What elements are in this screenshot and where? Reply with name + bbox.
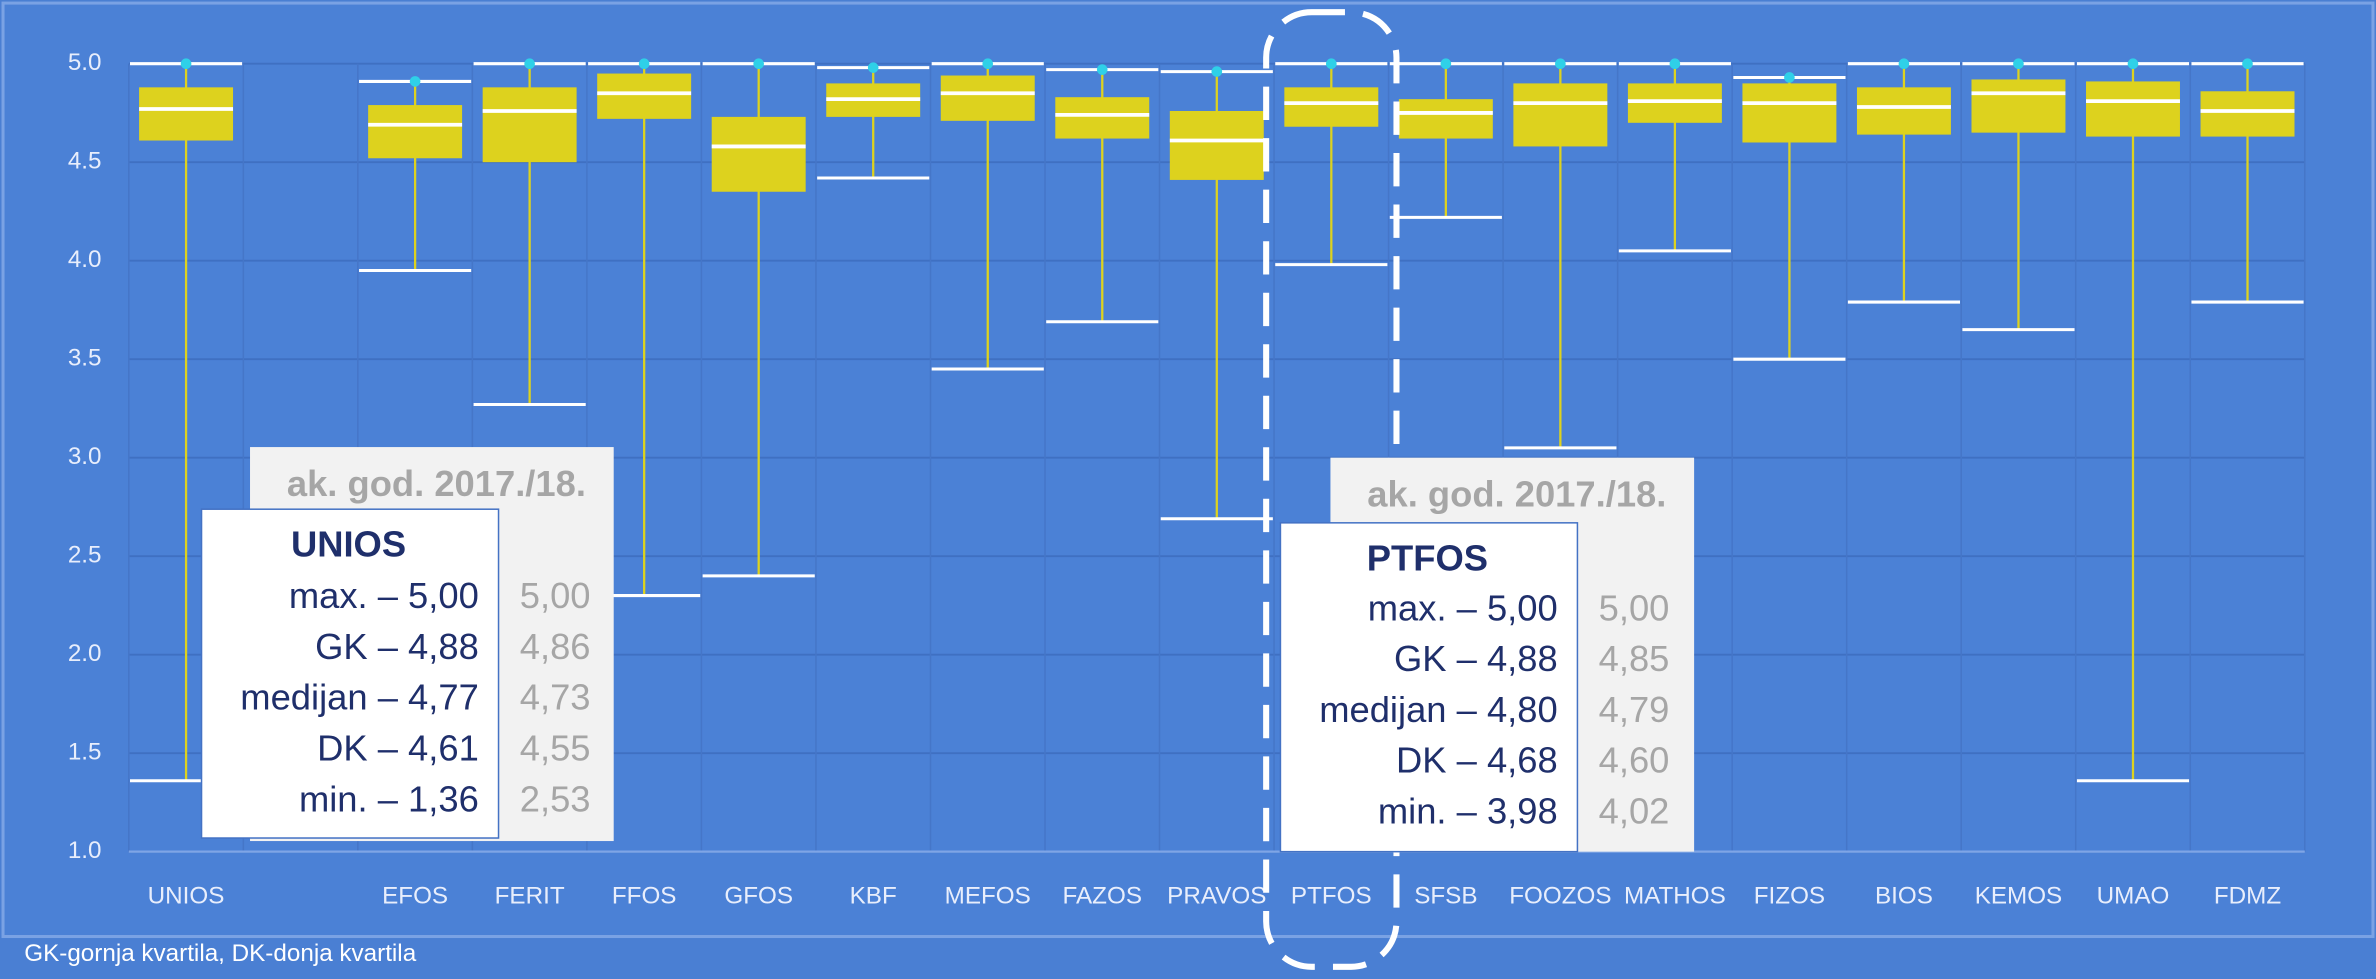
box — [2086, 81, 2180, 137]
box — [1627, 83, 1722, 123]
x-tick-label: FOOZOS — [1509, 883, 1611, 910]
x-tick-label: MEFOS — [945, 883, 1031, 910]
max-dot — [1440, 58, 1452, 70]
x-tick-label: UNIOS — [148, 883, 225, 910]
x-tick-label: GFOS — [724, 883, 793, 910]
x-tick-label: PRAVOS — [1167, 883, 1266, 910]
max-dot — [1211, 66, 1223, 77]
annotation-row: GK – 4,88 — [315, 626, 479, 667]
max-dot — [409, 76, 421, 87]
box — [1169, 110, 1264, 180]
x-tick-label: FERIT — [495, 883, 565, 910]
box — [1055, 97, 1150, 139]
x-tick-label: MATHOS — [1624, 883, 1726, 910]
box — [482, 87, 577, 163]
x-tick-label: PTFOS — [1291, 883, 1372, 910]
max-dot — [180, 58, 192, 70]
max-dot — [1898, 58, 1910, 70]
max-dot — [638, 58, 650, 70]
box — [1742, 83, 1837, 143]
annotation-row: medijan – 4,77 — [240, 677, 479, 718]
box — [1971, 79, 2066, 133]
annotation-row: medijan – 4,80 — [1319, 689, 1558, 730]
footnote: GK-gornja kvartila, DK-donja kvartila — [24, 940, 416, 967]
max-dot — [753, 58, 764, 70]
annotation-previous: 4,73 — [520, 677, 591, 718]
max-dot — [2013, 58, 2024, 70]
max-dot — [867, 62, 879, 73]
x-tick-label: KEMOS — [1975, 883, 2063, 910]
annotation-title: UNIOS — [291, 524, 406, 565]
annotation-previous: 4,86 — [520, 626, 591, 667]
box — [1513, 83, 1608, 147]
y-tick-label: 2.0 — [68, 640, 102, 667]
annotation-previous: 4,60 — [1599, 740, 1670, 781]
y-tick-label: 4.5 — [68, 148, 102, 175]
annotation-row: DK – 4,68 — [1396, 740, 1558, 781]
box — [597, 73, 692, 119]
max-dot — [1784, 72, 1795, 83]
y-tick-label: 3.0 — [68, 443, 102, 470]
box — [1398, 99, 1493, 139]
x-tick-label: FFOS — [612, 883, 677, 910]
annotation-previous: 4,02 — [1599, 790, 1670, 831]
annotation-previous: 5,00 — [520, 575, 591, 616]
max-dot — [1096, 64, 1108, 75]
annotation-previous: 4,79 — [1599, 689, 1670, 730]
annotation-previous: 2,53 — [520, 778, 591, 819]
x-tick-label: FIZOS — [1754, 883, 1825, 910]
annotation-row: DK – 4,61 — [317, 727, 479, 768]
box — [139, 87, 234, 141]
annotation-front — [200, 508, 500, 839]
annotation-row: max. – 5,00 — [1368, 587, 1558, 628]
max-dot — [1326, 58, 1337, 70]
x-tick-label: BIOS — [1875, 883, 1933, 910]
x-tick-label: KBF — [850, 883, 897, 910]
box — [1284, 87, 1379, 127]
box — [368, 105, 463, 159]
x-tick-label: EFOS — [382, 883, 448, 910]
annotation-row: max. – 5,00 — [289, 575, 479, 616]
annotation-row: min. – 1,36 — [299, 778, 479, 819]
box — [940, 75, 1035, 121]
box — [1856, 87, 1951, 135]
y-tick-label: 5.0 — [68, 49, 102, 76]
max-dot — [524, 58, 535, 70]
annotation-year: ak. god. 2017./18. — [1367, 474, 1666, 515]
annotation-previous: 5,00 — [1599, 587, 1670, 628]
y-tick-label: 1.0 — [68, 837, 102, 864]
annotation-previous: 4,55 — [520, 727, 591, 768]
max-dot — [982, 58, 994, 70]
max-dot — [2127, 58, 2139, 70]
annotation-year: ak. god. 2017./18. — [287, 463, 586, 504]
annotation-title: PTFOS — [1367, 537, 1488, 578]
box — [2200, 91, 2295, 137]
box — [711, 116, 806, 192]
y-tick-label: 1.5 — [68, 739, 102, 766]
y-tick-label: 3.5 — [68, 345, 102, 372]
y-tick-label: 4.0 — [68, 246, 102, 273]
max-dot — [2242, 58, 2253, 70]
annotation-row: min. – 3,98 — [1378, 790, 1558, 831]
x-tick-label: FAZOS — [1063, 883, 1142, 910]
x-tick-label: SFSB — [1414, 883, 1477, 910]
annotation-row: GK – 4,88 — [1394, 638, 1558, 679]
annotation-front — [1279, 522, 1579, 853]
annotation-previous: 4,85 — [1599, 638, 1670, 679]
max-dot — [1669, 58, 1681, 70]
x-tick-label: FDMZ — [2214, 883, 2281, 910]
max-dot — [1555, 58, 1566, 70]
x-tick-label: UMAO — [2097, 883, 2170, 910]
y-tick-label: 2.5 — [68, 542, 102, 569]
